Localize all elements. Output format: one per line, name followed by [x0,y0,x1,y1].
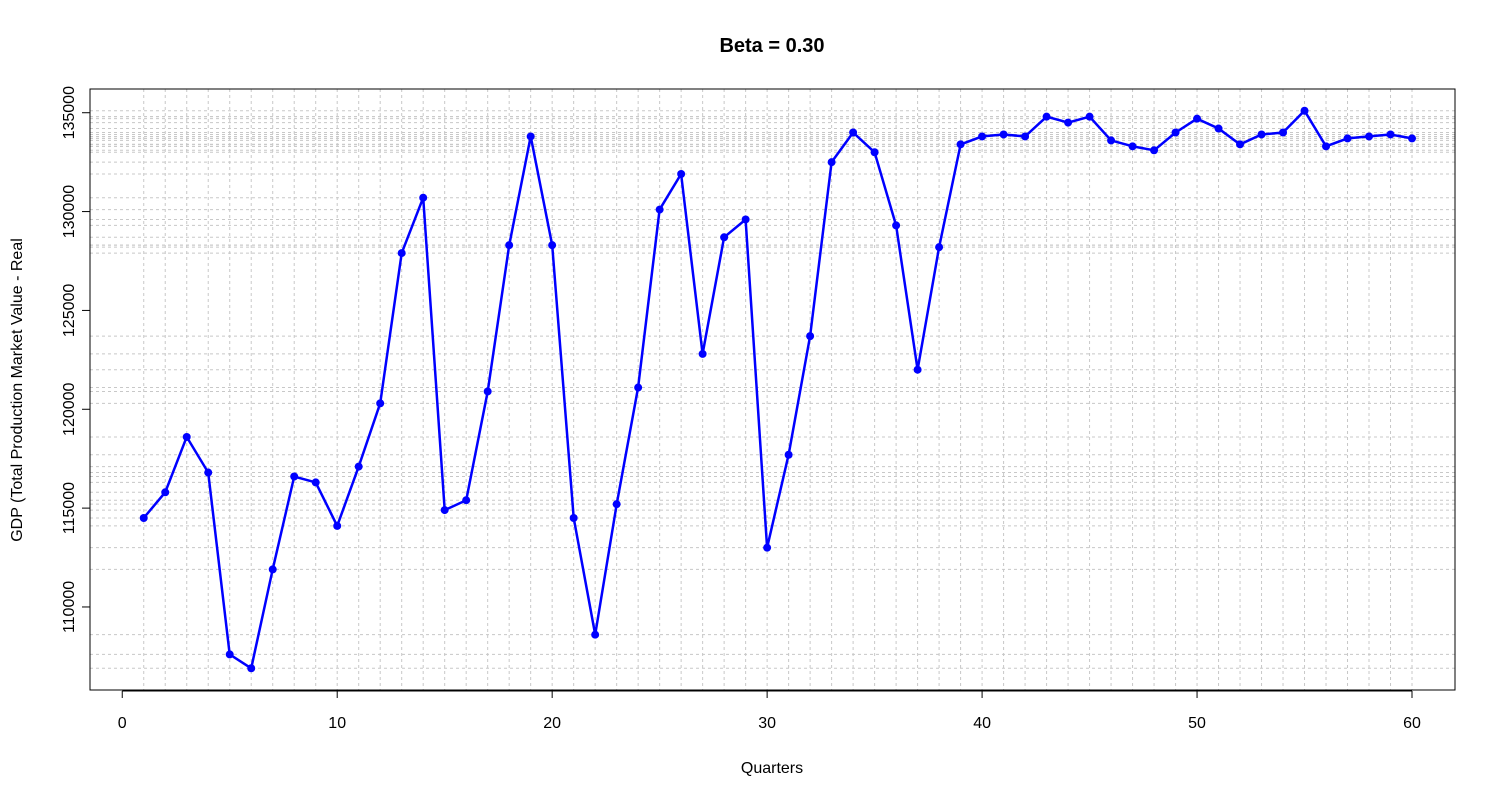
data-point [333,521,342,530]
data-point [999,130,1008,139]
data-point [1365,132,1374,141]
data-point [1107,136,1116,145]
data-point [1236,140,1245,149]
data-point [677,170,686,179]
data-point [806,332,815,341]
data-point [505,241,514,250]
gdp-series-line [142,108,1413,671]
data-point [225,650,234,659]
data-point [1300,106,1309,115]
data-point [763,543,772,552]
x-axis: 0 10 20 30 40 50 60 [118,690,1421,732]
data-point [1021,132,1030,141]
data-point [1150,146,1159,155]
data-point [1064,118,1073,127]
data-point [1193,114,1202,123]
data-point [247,664,256,673]
y-tick-label: 125000 [61,284,78,337]
data-point [892,221,901,230]
y-tick-label: 115000 [61,482,78,534]
data-point [849,128,858,137]
data-point [548,241,557,250]
data-point [913,365,922,374]
x-axis-label: Quarters [741,760,803,777]
x-tick-label: 0 [118,715,127,732]
data-point [698,349,707,358]
data-point [161,488,170,497]
chart-title: Beta = 0.30 [719,35,824,57]
data-point [419,193,428,202]
data-point [1128,142,1137,151]
data-point [827,158,836,167]
data-point [290,472,299,481]
data-point [870,148,879,157]
data-point [139,514,148,523]
x-tick-label: 10 [328,715,346,732]
y-tick-label: 110000 [61,581,78,633]
y-tick-label: 135000 [61,86,78,139]
data-point [720,233,729,242]
data-point [1322,142,1331,151]
data-point [1386,130,1395,139]
gdp-series-points [139,106,1417,673]
x-tick-label: 40 [973,715,991,732]
data-point [1257,130,1266,139]
grid-lines [90,89,1455,690]
x-tick-label: 20 [543,715,561,732]
data-point [569,514,578,523]
data-point [1279,128,1288,137]
data-point [354,462,363,471]
y-axis: 110000 115000 120000 125000 130000 135000 [61,86,91,633]
data-point [462,496,471,505]
data-point [1408,134,1417,143]
data-point [591,630,600,639]
data-point [311,478,320,487]
data-point [978,132,987,141]
x-tick-label: 50 [1188,715,1206,732]
data-point [440,506,449,515]
data-point [935,243,944,252]
data-point [741,215,750,224]
y-tick-label: 130000 [61,185,78,238]
data-point [655,205,664,214]
data-point [956,140,965,149]
data-point [634,383,643,392]
data-point [397,249,406,258]
data-point [182,432,191,441]
data-point [376,399,385,408]
data-point [204,468,213,477]
data-point [1343,134,1352,143]
data-point [1171,128,1180,137]
x-tick-label: 60 [1403,715,1421,732]
data-point [1214,124,1223,133]
data-point [1042,112,1051,121]
data-point [784,450,793,459]
y-tick-label: 120000 [61,382,78,435]
x-tick-label: 30 [758,715,776,732]
data-point [526,132,535,141]
y-axis-label: GDP (Total Production Market Value - Rea… [9,238,26,542]
data-point [483,387,492,396]
data-point [612,500,621,509]
data-point [268,565,277,574]
data-point [1085,112,1094,121]
plot-frame [89,88,1456,691]
